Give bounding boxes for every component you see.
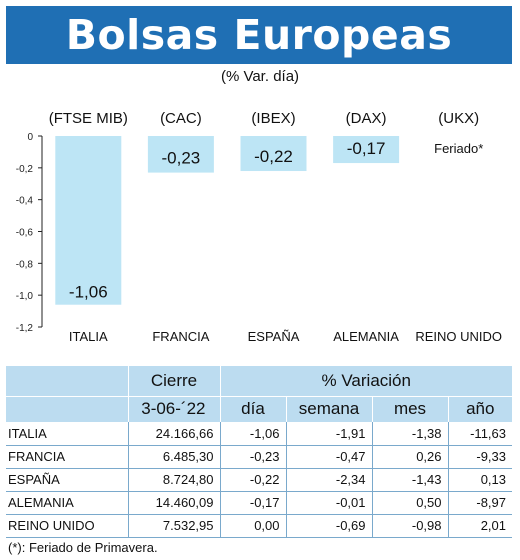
cell-semana: -2,34 [285, 468, 372, 492]
cell-anio: -8,97 [447, 491, 512, 515]
cell-pais: ITALIA [6, 422, 128, 446]
table-row: ESPAÑA 8.724,80 -0,22 -2,34 -1,43 0,13 [6, 468, 512, 492]
category-label: ESPAÑA [248, 329, 300, 344]
table-row: REINO UNIDO 7.532,95 0,00 -0,69 -0,98 2,01 [6, 514, 512, 538]
cell-mes: 0,26 [371, 445, 448, 469]
cell-pais: REINO UNIDO [6, 514, 128, 538]
chart-title-banner: Bolsas Europeas [6, 6, 512, 64]
table-body: ITALIA 24.166,66 -1,06 -1,91 -1,38 -11,63 FRAN… [6, 422, 512, 538]
index-label: (FTSE MIB) [49, 110, 128, 127]
cell-cierre: 7.532,95 [127, 514, 220, 538]
header-mes: mes [371, 395, 448, 422]
cell-pais: ESPAÑA [6, 468, 128, 492]
corner-cell [6, 366, 128, 396]
bar [240, 136, 307, 172]
header-dia: día [219, 395, 286, 422]
bar [147, 136, 214, 173]
y-tick-label: -0,6 [16, 228, 34, 239]
y-tick-label: -0,2 [16, 164, 34, 175]
cell-semana: -0,69 [285, 514, 372, 538]
cell-semana: -1,91 [285, 422, 372, 446]
y-tick-label: -1,2 [16, 323, 34, 334]
cell-mes: -1,43 [371, 468, 448, 492]
bar-chart: 0 -0,2 -0,4 -0,6 -0,8 -1,0 -1,2 (FTSE MIB) ITALI… [16, 110, 502, 344]
cell-cierre: 14.460,09 [127, 491, 220, 515]
cell-cierre: 8.724,80 [127, 468, 220, 492]
cell-dia: -0,23 [219, 445, 286, 469]
cell-dia: -0,17 [219, 491, 286, 515]
header-anio: año [447, 395, 512, 422]
index-label: (CAC) [160, 110, 202, 127]
header-date: 3-06-´22 [127, 395, 220, 422]
data-label: -1,06 [69, 283, 108, 302]
cell-anio: 0,13 [447, 468, 512, 492]
y-tick-label: 0 [27, 132, 33, 143]
cell-cierre: 6.485,30 [127, 445, 220, 469]
data-label: -0,23 [162, 149, 201, 168]
table-row: ALEMANIA 14.460,09 -0,17 -0,01 0,50 -8,97 [6, 491, 512, 515]
bar [333, 136, 400, 164]
category-label: FRANCIA [152, 329, 209, 344]
data-label: Feriado* [434, 141, 483, 156]
header-cierre: Cierre [127, 366, 220, 396]
cell-pais: FRANCIA [6, 445, 128, 469]
cell-dia: -1,06 [219, 422, 286, 446]
data-label: -0,22 [254, 147, 293, 166]
category-label: ALEMANIA [333, 329, 399, 344]
cell-dia: -0,22 [219, 468, 286, 492]
cell-mes: 0,50 [371, 491, 448, 515]
y-tick-label: -0,8 [16, 259, 34, 270]
y-tick-label: -0,4 [16, 196, 34, 207]
cell-dia: 0,00 [219, 514, 286, 538]
chart-title: Bolsas Europeas [65, 11, 453, 59]
corner-cell-2 [6, 395, 128, 422]
bar [55, 136, 122, 305]
cell-semana: -0,47 [285, 445, 372, 469]
category-label: ITALIA [69, 329, 108, 344]
index-label: (IBEX) [251, 110, 295, 127]
market-table: Cierre % Variación 3-06-´22 día semana m… [6, 366, 512, 538]
index-label: (UKX) [438, 110, 479, 127]
index-label: (DAX) [346, 110, 387, 127]
footnote: (*): Feriado de Primavera. [8, 540, 158, 555]
cell-anio: -11,63 [447, 422, 512, 446]
cell-mes: -1,38 [371, 422, 448, 446]
table-row: ITALIA 24.166,66 -1,06 -1,91 -1,38 -11,63 [6, 422, 512, 446]
cell-cierre: 24.166,66 [127, 422, 220, 446]
data-label: -0,17 [347, 139, 386, 158]
cell-pais: ALEMANIA [6, 491, 128, 515]
category-label: REINO UNIDO [415, 329, 502, 344]
cell-anio: 2,01 [447, 514, 512, 538]
chart-subtitle: (% Var. día) [220, 68, 300, 85]
cell-semana: -0,01 [285, 491, 372, 515]
cell-anio: -9,33 [447, 445, 512, 469]
header-variacion: % Variación [219, 366, 512, 396]
header-semana: semana [285, 395, 372, 422]
y-tick-label: -1,0 [16, 291, 34, 302]
cell-mes: -0,98 [371, 514, 448, 538]
table-row: FRANCIA 6.485,30 -0,23 -0,47 0,26 -9,33 [6, 445, 512, 469]
